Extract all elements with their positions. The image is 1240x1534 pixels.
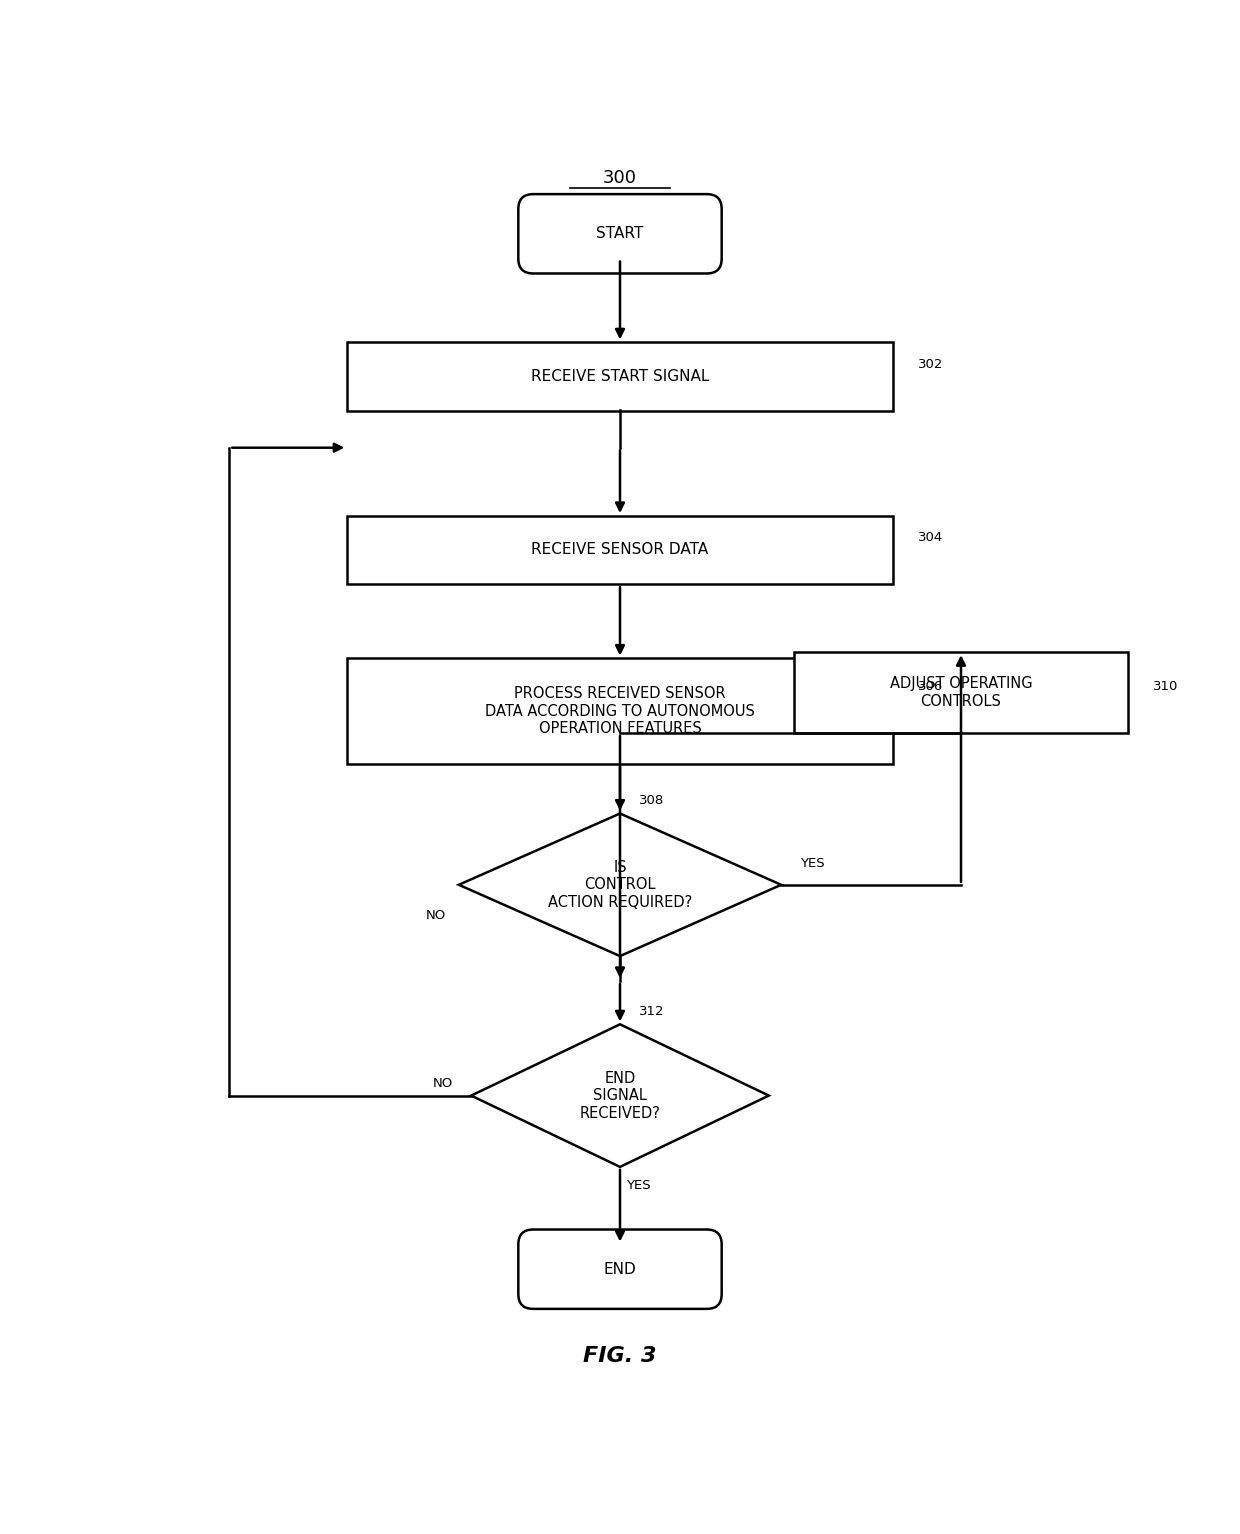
Text: YES: YES: [626, 1180, 651, 1192]
Text: END: END: [604, 1261, 636, 1276]
FancyBboxPatch shape: [518, 195, 722, 273]
Text: 304: 304: [918, 531, 942, 545]
Text: END
SIGNAL
RECEIVED?: END SIGNAL RECEIVED?: [579, 1071, 661, 1120]
Text: 300: 300: [603, 169, 637, 187]
Text: 306: 306: [918, 680, 942, 693]
Text: 302: 302: [918, 357, 942, 371]
Text: YES: YES: [800, 858, 825, 870]
Bar: [347, 515, 893, 584]
FancyBboxPatch shape: [518, 1230, 722, 1309]
Polygon shape: [459, 813, 781, 956]
Text: NO: NO: [427, 910, 446, 922]
Text: NO: NO: [433, 1077, 453, 1089]
Text: 312: 312: [639, 1005, 665, 1019]
Text: FIG. 3: FIG. 3: [583, 1345, 657, 1365]
Text: RECEIVE START SIGNAL: RECEIVE START SIGNAL: [531, 368, 709, 384]
Text: 310: 310: [1153, 680, 1178, 693]
Polygon shape: [471, 1025, 769, 1167]
Bar: [794, 652, 1128, 733]
Text: 308: 308: [639, 795, 663, 807]
Text: START: START: [596, 227, 644, 241]
Text: PROCESS RECEIVED SENSOR
DATA ACCORDING TO AUTONOMOUS
OPERATION FEATURES: PROCESS RECEIVED SENSOR DATA ACCORDING T…: [485, 686, 755, 736]
Bar: [347, 658, 893, 764]
Text: IS
CONTROL
ACTION REQUIRED?: IS CONTROL ACTION REQUIRED?: [548, 861, 692, 910]
Text: ADJUST OPERATING
CONTROLS: ADJUST OPERATING CONTROLS: [889, 676, 1033, 709]
Bar: [347, 342, 893, 411]
Text: RECEIVE SENSOR DATA: RECEIVE SENSOR DATA: [532, 543, 708, 557]
